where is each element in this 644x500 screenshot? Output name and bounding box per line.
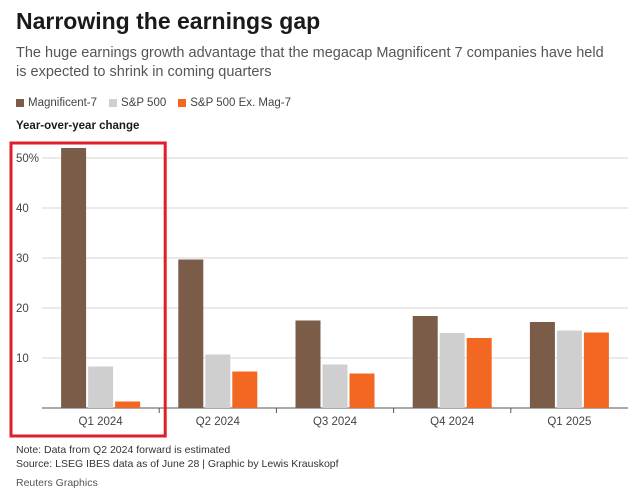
y-tick-label-20: 20 [16, 303, 29, 315]
legend: Magnificent-7 S&P 500 S&P 500 Ex. Mag-7 [16, 97, 291, 109]
y-tick-label-10: 10 [16, 353, 29, 365]
bar-exmag7-q1-2025 [583, 332, 609, 408]
bar-sp500-q3-2024 [322, 364, 348, 408]
chart-subtitle: The huge earnings growth advantage that … [16, 45, 604, 80]
bar-sp500-q2-2024 [205, 354, 231, 408]
y-axis-label: Year-over-year change [16, 120, 140, 132]
bar-mag7-q3-2024 [295, 320, 321, 408]
y-tick-label-30: 30 [16, 253, 29, 265]
legend-swatch-sp500 [109, 99, 118, 107]
bar-mag7-q2-2024 [178, 259, 204, 408]
x-tick-label-q4-2024: Q4 2024 [430, 416, 475, 428]
bar-exmag7-q2-2024 [232, 371, 258, 408]
note-text: Note: Data from Q2 2024 forward is estim… [16, 444, 231, 456]
brand-credit: Reuters Graphics [16, 477, 98, 489]
bar-sp500-q4-2024 [439, 333, 465, 408]
bar-sp500-q1-2025 [556, 330, 582, 408]
chart-title: Narrowing the earnings gap [16, 8, 321, 34]
x-tick-label-q1-2024: Q1 2024 [79, 416, 124, 428]
bar-mag7-q4-2024 [412, 316, 438, 408]
footnote: Note: Data from Q2 2024 forward is estim… [16, 443, 339, 471]
y-tick-label-40: 40 [16, 203, 29, 215]
x-tick-label-q2-2024: Q2 2024 [196, 416, 241, 428]
legend-label-exmag7: S&P 500 Ex. Mag-7 [190, 97, 292, 109]
bar-sp500-q1-2024 [88, 366, 114, 408]
bar-mag7-q1-2024 [61, 148, 87, 408]
bar-exmag7-q3-2024 [349, 373, 375, 408]
bar-mag7-q1-2025 [529, 322, 555, 408]
highlight-box-q1-2024 [9, 141, 167, 438]
source-text: Source: LSEG IBES data as of June 28 | G… [16, 458, 339, 470]
legend-label-mag7: Magnificent-7 [28, 97, 98, 109]
bar-exmag7-q4-2024 [466, 338, 492, 408]
y-tick-label-50: 50% [16, 153, 39, 165]
legend-label-sp500: S&P 500 [121, 97, 167, 109]
x-tick-label-q1-2025: Q1 2025 [547, 416, 591, 428]
legend-item-sp500: S&P 500 [109, 97, 166, 109]
legend-swatch-mag7 [16, 99, 24, 107]
legend-item-mag7: Magnificent-7 [16, 97, 97, 109]
legend-swatch-exmag7 [178, 99, 187, 107]
bar-exmag7-q1-2024 [115, 401, 141, 408]
legend-item-exmag7: S&P 500 Ex. Mag-7 [178, 97, 291, 109]
x-tick-label-q3-2024: Q3 2024 [313, 416, 358, 428]
